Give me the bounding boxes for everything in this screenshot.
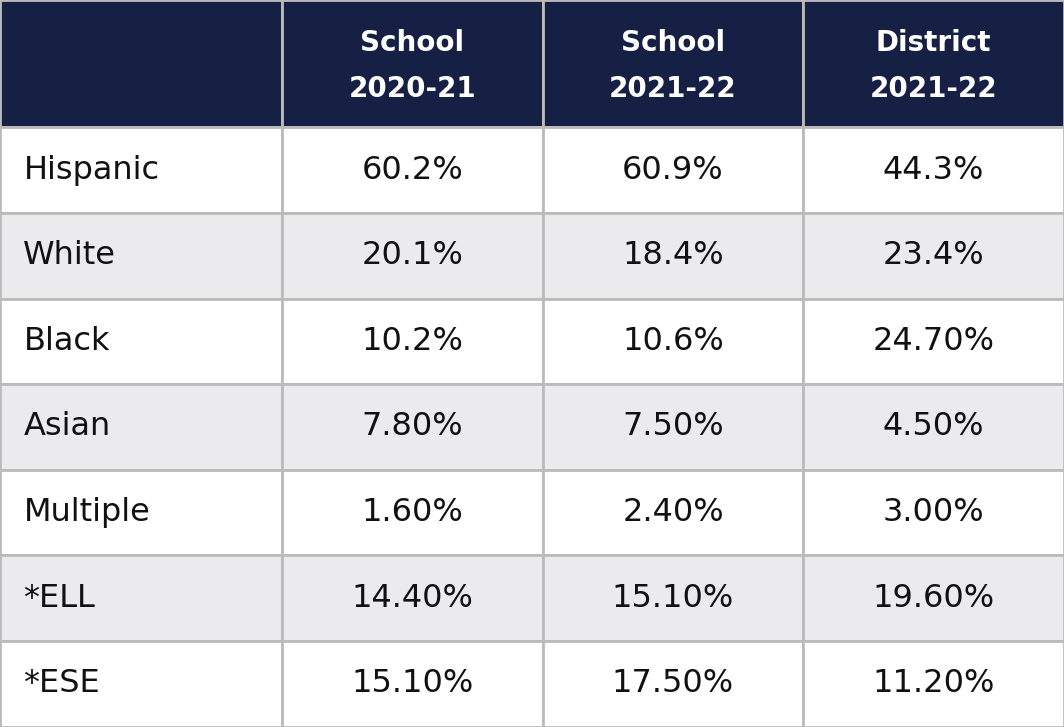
Bar <box>803 641 1064 727</box>
Text: 14.40%: 14.40% <box>351 583 473 614</box>
Bar <box>0 127 282 213</box>
Bar <box>803 555 1064 641</box>
Bar <box>543 641 803 727</box>
Bar <box>282 470 543 555</box>
Bar <box>543 555 803 641</box>
Text: 15.10%: 15.10% <box>612 583 734 614</box>
Text: 2021-22: 2021-22 <box>870 75 997 103</box>
Bar <box>543 299 803 384</box>
Text: 20.1%: 20.1% <box>362 240 463 271</box>
Text: White: White <box>23 240 116 271</box>
Bar <box>0 0 282 127</box>
Text: 1.60%: 1.60% <box>362 497 463 528</box>
Text: 10.2%: 10.2% <box>362 326 463 357</box>
Text: 7.80%: 7.80% <box>362 411 463 443</box>
Bar <box>282 0 543 127</box>
Text: 23.4%: 23.4% <box>883 240 984 271</box>
Text: 10.6%: 10.6% <box>622 326 724 357</box>
Text: Black: Black <box>23 326 110 357</box>
Text: 18.4%: 18.4% <box>622 240 724 271</box>
Bar <box>0 470 282 555</box>
Bar <box>803 127 1064 213</box>
Bar <box>282 213 543 299</box>
Text: 2020-21: 2020-21 <box>349 75 476 103</box>
Text: Multiple: Multiple <box>23 497 150 528</box>
Bar <box>0 213 282 299</box>
Bar <box>282 127 543 213</box>
Bar <box>282 641 543 727</box>
Bar <box>543 0 803 127</box>
Bar <box>0 384 282 470</box>
Text: Asian: Asian <box>23 411 111 443</box>
Bar <box>543 384 803 470</box>
Text: 7.50%: 7.50% <box>622 411 724 443</box>
Bar <box>282 384 543 470</box>
Text: 2.40%: 2.40% <box>622 497 724 528</box>
Text: Hispanic: Hispanic <box>23 155 160 185</box>
Text: District: District <box>876 29 992 57</box>
Text: 3.00%: 3.00% <box>883 497 984 528</box>
Text: *ELL: *ELL <box>23 583 95 614</box>
Text: 19.60%: 19.60% <box>872 583 995 614</box>
Bar <box>803 384 1064 470</box>
Text: 11.20%: 11.20% <box>872 668 995 699</box>
Bar <box>803 0 1064 127</box>
Bar <box>282 299 543 384</box>
Bar <box>0 555 282 641</box>
Bar <box>282 555 543 641</box>
Bar <box>0 299 282 384</box>
Text: 24.70%: 24.70% <box>872 326 995 357</box>
Text: 60.2%: 60.2% <box>362 155 463 185</box>
Text: 60.9%: 60.9% <box>622 155 724 185</box>
Text: 4.50%: 4.50% <box>883 411 984 443</box>
Bar <box>543 127 803 213</box>
Text: 15.10%: 15.10% <box>351 668 473 699</box>
Text: 44.3%: 44.3% <box>883 155 984 185</box>
Bar <box>0 641 282 727</box>
Text: 17.50%: 17.50% <box>612 668 734 699</box>
Bar <box>803 299 1064 384</box>
Bar <box>803 213 1064 299</box>
Text: School: School <box>621 29 725 57</box>
Text: 2021-22: 2021-22 <box>610 75 736 103</box>
Text: School: School <box>361 29 464 57</box>
Bar <box>803 470 1064 555</box>
Bar <box>543 213 803 299</box>
Bar <box>543 470 803 555</box>
Text: *ESE: *ESE <box>23 668 100 699</box>
